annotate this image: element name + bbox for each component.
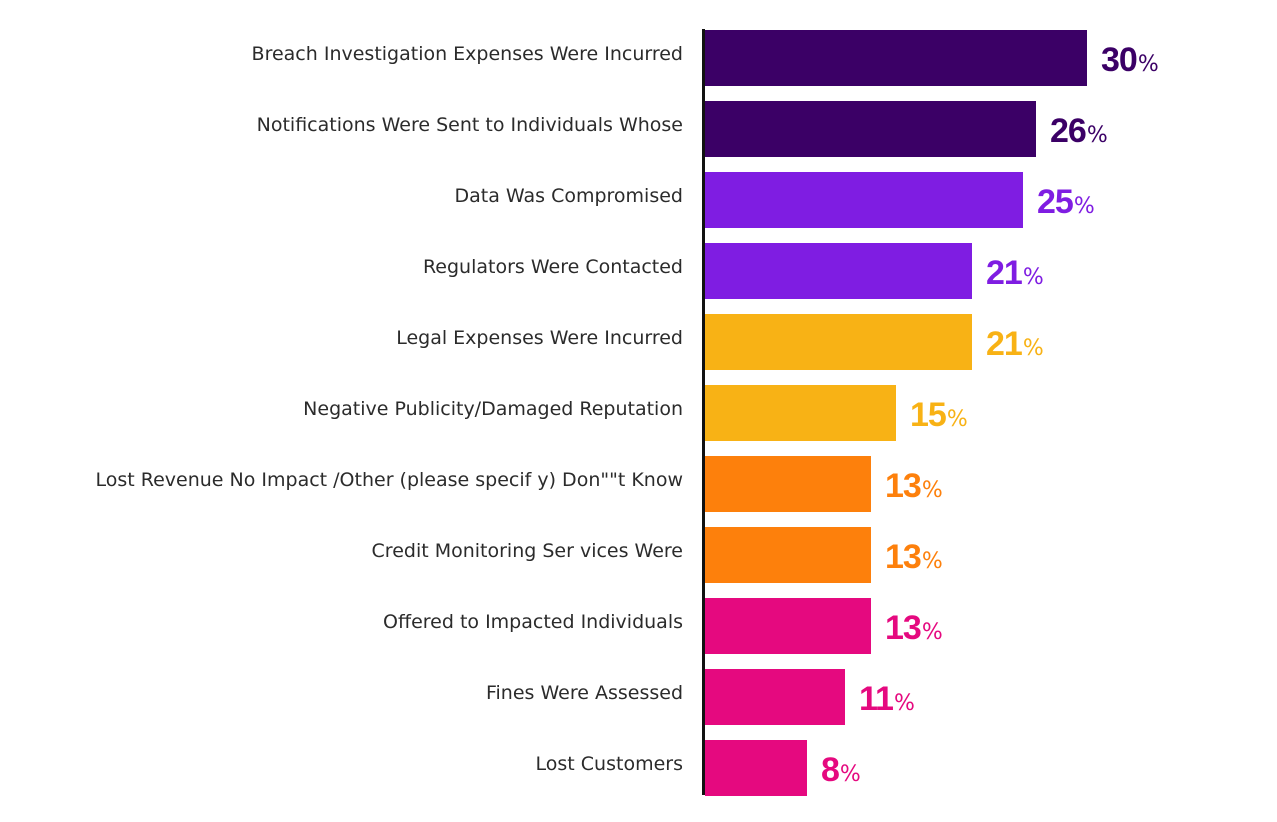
data-label: 13% xyxy=(885,466,943,513)
data-label: 8% xyxy=(821,750,861,797)
data-label: 13% xyxy=(885,608,943,655)
bar xyxy=(705,456,871,512)
data-label: 21% xyxy=(986,253,1044,300)
category-label: Regulators Were Contacted xyxy=(422,256,683,278)
bar xyxy=(705,314,972,370)
bar xyxy=(705,243,972,299)
data-label-value: 13 xyxy=(885,538,922,576)
bar xyxy=(705,30,1087,86)
category-label: Credit Monitoring Ser vices Were xyxy=(371,540,683,562)
category-label: Breach Investigation Expenses Were Incur… xyxy=(251,43,683,65)
data-label-value: 8 xyxy=(821,751,840,789)
data-label: 25% xyxy=(1037,182,1095,229)
data-label-percent: % xyxy=(921,549,943,574)
bar xyxy=(705,669,845,725)
data-label-value: 21 xyxy=(986,254,1023,292)
data-label-percent: % xyxy=(1073,194,1095,219)
data-label-percent: % xyxy=(1137,52,1159,77)
data-label-value: 25 xyxy=(1037,183,1074,221)
category-label: Offered to Impacted Individuals xyxy=(383,611,683,633)
data-label-percent: % xyxy=(946,407,968,432)
category-label: Fines Were Assessed xyxy=(485,682,683,704)
bar xyxy=(705,101,1036,157)
data-label: 30% xyxy=(1101,40,1159,87)
bar xyxy=(705,172,1023,228)
data-label-value: 15 xyxy=(910,396,947,434)
data-label-percent: % xyxy=(1022,336,1044,361)
data-label-value: 13 xyxy=(885,467,922,505)
bar xyxy=(705,598,871,654)
data-label: 11% xyxy=(859,679,915,726)
data-label-value: 11 xyxy=(859,680,894,718)
data-label-percent: % xyxy=(921,478,943,503)
category-label: Negative Publicity/Damaged Reputation xyxy=(303,398,683,420)
data-label: 26% xyxy=(1050,111,1108,158)
data-label: 13% xyxy=(885,537,943,584)
data-label: 21% xyxy=(986,324,1044,371)
data-label: 15% xyxy=(910,395,968,442)
data-label-value: 26 xyxy=(1050,112,1087,150)
bar xyxy=(705,527,871,583)
data-label-value: 13 xyxy=(885,609,922,647)
bar xyxy=(705,385,896,441)
category-label: Notifications Were Sent to Individuals W… xyxy=(256,114,683,136)
data-label-percent: % xyxy=(1086,123,1108,148)
y-axis-line xyxy=(702,29,705,795)
data-label-value: 30 xyxy=(1101,41,1138,79)
category-label: Lost Revenue No Impact /Other (please sp… xyxy=(95,469,683,491)
category-label: Legal Expenses Were Incurred xyxy=(396,327,683,349)
data-label-percent: % xyxy=(921,620,943,645)
bar xyxy=(705,740,807,796)
category-label: Lost Customers xyxy=(535,753,683,775)
data-label-percent: % xyxy=(893,691,915,716)
data-label-percent: % xyxy=(839,762,861,787)
data-label-value: 21 xyxy=(986,325,1023,363)
category-label: Data Was Compromised xyxy=(454,185,683,207)
data-label-percent: % xyxy=(1022,265,1044,290)
